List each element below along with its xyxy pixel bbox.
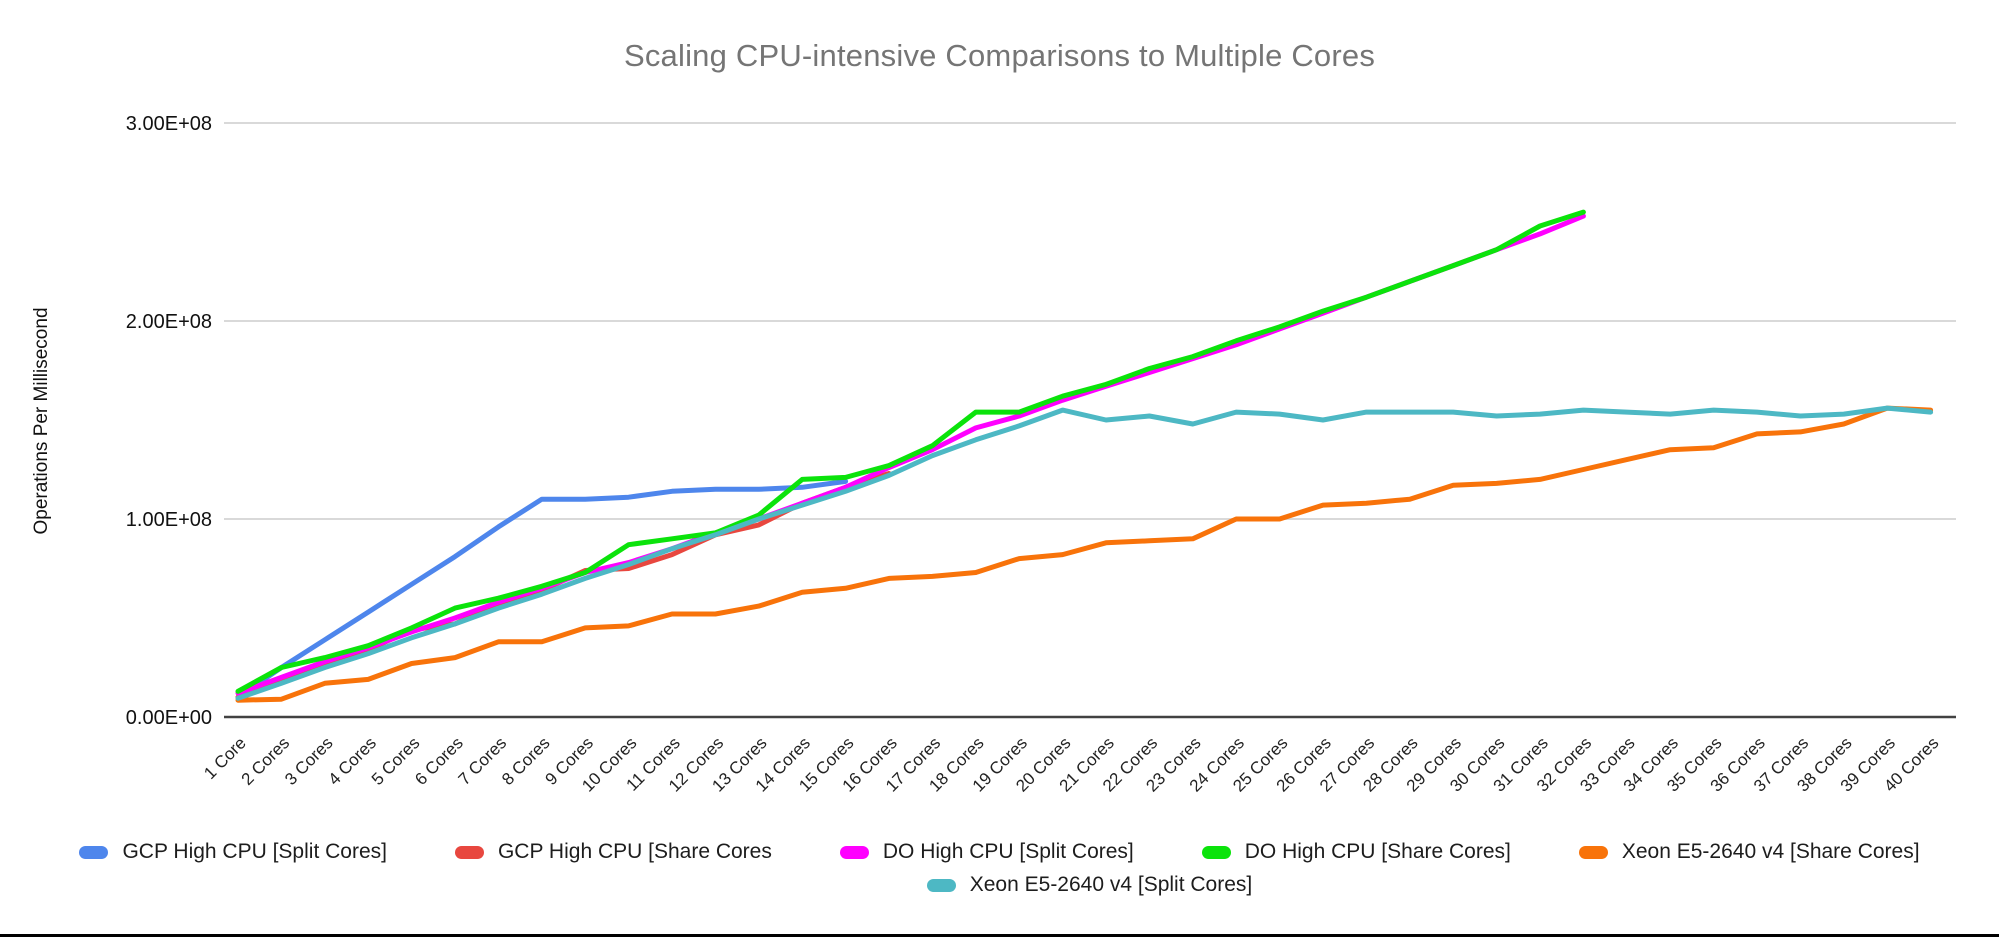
series-line-gcp-high-cpu-split-cores[interactable] [235,478,849,700]
legend-swatch-xeon-share [1578,845,1608,859]
legend-label: Xeon E5-2640 v4 [Split Cores] [969,873,1253,896]
y-tick-label: 1.00E+08 [126,509,212,531]
legend-swatch-gcp-split [79,845,109,859]
legend-label: DO High CPU [Split Cores] [882,840,1134,863]
y-tick-label: 2.00E+08 [126,311,212,333]
series-line-xeon-e5-2640-v4-split-cores[interactable] [235,405,1934,701]
legend-item-do-share[interactable]: DO High CPU [Share Cores] [1201,840,1511,864]
legend: GCP High CPU [Split Cores] GCP High CPU … [0,840,1999,897]
legend-row-1: GCP High CPU [Split Cores] GCP High CPU … [0,840,1999,864]
legend-swatch-gcp-share [454,845,484,859]
legend-swatch-do-split [839,845,869,859]
legend-item-do-split[interactable]: DO High CPU [Split Cores] [839,840,1134,864]
series-line-do-high-cpu-share-cores[interactable] [235,209,1586,694]
legend-item-gcp-share[interactable]: GCP High CPU [Share Cores [454,840,772,864]
legend-label: DO High CPU [Share Cores] [1244,840,1511,863]
legend-row-2: Xeon E5-2640 v4 [Split Cores] [180,873,1999,897]
chart-title: Scaling CPU-intensive Comparisons to Mul… [623,38,1376,73]
y-tick-label: 0.00E+00 [126,707,212,729]
legend-item-xeon-split[interactable]: Xeon E5-2640 v4 [Split Cores] [926,873,1253,897]
bottom-border-line [0,934,1999,937]
legend-item-xeon-share[interactable]: Xeon E5-2640 v4 [Share Cores] [1578,840,1920,864]
legend-swatch-do-share [1201,845,1231,859]
legend-label: GCP High CPU [Share Cores [497,840,772,863]
legend-item-gcp-split[interactable]: GCP High CPU [Split Cores] [79,840,387,864]
y-tick-label: 3.00E+08 [126,113,212,135]
series-line-xeon-e5-2640-v4-share-cores[interactable] [235,405,1934,703]
legend-swatch-xeon-split [926,878,956,892]
legend-label: GCP High CPU [Split Cores] [122,840,387,863]
legend-label: Xeon E5-2640 v4 [Share Cores] [1621,840,1920,863]
